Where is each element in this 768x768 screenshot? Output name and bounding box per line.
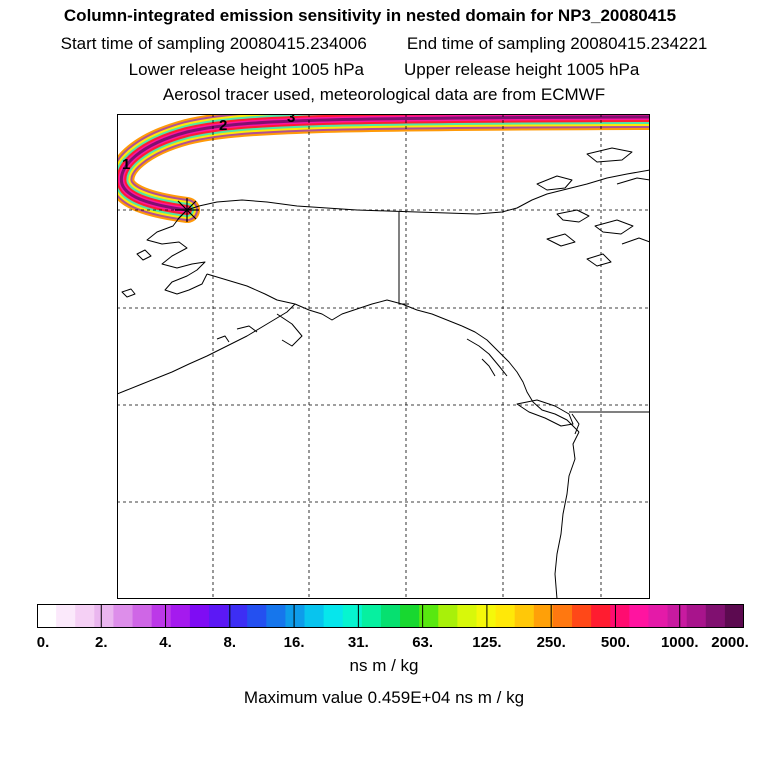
colorbar-swatch [304, 604, 325, 628]
start-time: Start time of sampling 20080415.234006 [60, 34, 367, 53]
colorbar-units: ns m / kg [349, 656, 419, 675]
colorbar-swatch [495, 604, 516, 628]
colorbar [37, 604, 744, 628]
maximum-value: Maximum value 0.459E+04 ns m / kg [243, 688, 525, 707]
colorbar-swatch [400, 604, 420, 628]
upper-height: Upper release height 1005 hPa [404, 60, 640, 79]
colorbar-swatch [476, 604, 497, 628]
colorbar-swatch [151, 604, 172, 628]
colorbar-swatch [438, 604, 458, 628]
borders [398, 212, 650, 413]
plot-title: Column-integrated emission sensitivity i… [63, 6, 677, 25]
map-frame [117, 114, 650, 599]
colorbar-swatch [75, 604, 95, 628]
map-background [117, 114, 650, 599]
trajectory-label-3: 3 [287, 114, 295, 126]
colorbar-swatch [552, 604, 573, 628]
tracer-note: Aerosol tracer used, meteorological data… [162, 85, 606, 104]
colorbar-swatch [724, 604, 744, 628]
colorbar-swatch [247, 604, 267, 628]
colorbar-swatch [591, 604, 611, 628]
colorbar-swatch [648, 604, 669, 628]
colorbar-swatch [94, 604, 114, 628]
trajectory-label-1: 1 [122, 156, 130, 173]
colorbar-tick-label: 125. [472, 634, 502, 651]
colorbar-swatch [285, 604, 306, 628]
colorbar-tick-label: 16. [283, 634, 305, 651]
sensitivity-plume [117, 114, 650, 223]
colorbar-swatch [457, 604, 477, 628]
colorbar-swatch [686, 604, 707, 628]
colorbar-swatch [342, 604, 363, 628]
colorbar-swatch [361, 604, 382, 628]
colorbar-swatch [56, 604, 76, 628]
colorbar-tick-label: 31. [347, 634, 369, 651]
colorbar-tick-label: 500. [600, 634, 631, 651]
colorbar-swatch [228, 604, 248, 628]
colorbar-swatch [610, 604, 630, 628]
colorbar-swatch [323, 604, 344, 628]
lower-height: Lower release height 1005 hPa [128, 60, 364, 79]
colorbar-swatch [514, 604, 535, 628]
release-heights: Lower release height 1005 hPa Upper relea… [0, 60, 768, 80]
release-star-icon [175, 198, 199, 222]
colorbar-swatch [572, 604, 592, 628]
end-time: End time of sampling 20080415.234221 [406, 34, 708, 53]
sampling-times: Start time of sampling 20080415.234006 En… [0, 34, 768, 54]
colorbar-tick-label: 2. [95, 634, 108, 651]
colorbar-swatch [208, 604, 229, 628]
colorbar-tick-label: 2000. [711, 634, 749, 651]
colorbar-swatch [189, 604, 210, 628]
colorbar-swatch [132, 604, 153, 628]
colorbar-tick-label: 0. [36, 634, 50, 651]
trajectory-label-2: 2 [219, 117, 227, 134]
colorbar-swatch [170, 604, 191, 628]
colorbar-tick-label: 250. [536, 634, 566, 651]
colorbar-swatch [380, 604, 401, 628]
colorbar-swatch [37, 604, 57, 628]
colorbar-tick-label: 1000. [660, 634, 699, 651]
colorbar-swatch [533, 604, 554, 628]
colorbar-swatch [113, 604, 134, 628]
graticule [117, 114, 650, 599]
colorbar-tick-label: 8. [223, 634, 237, 651]
colorbar-frame [37, 604, 744, 628]
colorbar-swatch [266, 604, 286, 628]
coastlines [117, 147, 650, 599]
colorbar-tick-label: 63. [412, 634, 434, 651]
colorbar-swatch [667, 604, 688, 628]
colorbar-swatch [419, 604, 439, 628]
colorbar-swatch [629, 604, 649, 628]
colorbar-swatch [705, 604, 726, 628]
sensitivity-map: 1 2 3 [117, 114, 650, 599]
colorbar-tick-label: 4. [159, 634, 172, 651]
